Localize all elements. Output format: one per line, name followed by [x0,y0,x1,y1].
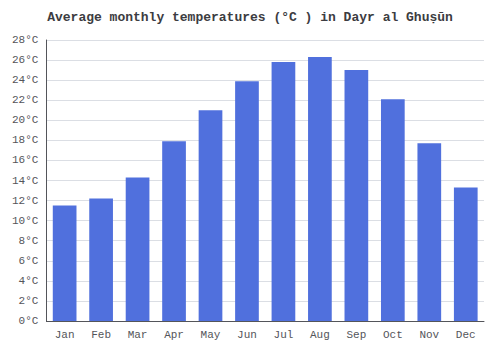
svg-text:14°C: 14°C [12,175,39,187]
svg-text:Jun: Jun [237,329,257,341]
svg-text:6°C: 6°C [19,255,39,267]
svg-text:Dec: Dec [456,329,476,341]
svg-text:Aug: Aug [310,329,330,341]
svg-text:12°C: 12°C [12,195,39,207]
svg-text:26°C: 26°C [12,54,39,66]
svg-text:May: May [201,329,221,341]
svg-text:Oct: Oct [383,329,403,341]
svg-text:18°C: 18°C [12,134,39,146]
svg-text:Jan: Jan [55,329,75,341]
svg-text:Feb: Feb [91,329,111,341]
svg-text:Nov: Nov [419,329,439,341]
svg-text:Sep: Sep [346,329,366,341]
svg-text:8°C: 8°C [19,235,39,247]
svg-text:Jul: Jul [274,329,294,341]
svg-text:Average monthly temperatures (: Average monthly temperatures (°C ) in Da… [47,10,453,25]
svg-text:Apr: Apr [164,329,184,341]
svg-text:20°C: 20°C [12,114,39,126]
svg-text:28°C: 28°C [12,34,39,46]
svg-text:4°C: 4°C [19,275,39,287]
svg-text:Mar: Mar [128,329,148,341]
svg-text:10°C: 10°C [12,215,39,227]
svg-text:2°C: 2°C [19,295,39,307]
svg-text:16°C: 16°C [12,154,39,166]
svg-text:0°C: 0°C [19,315,39,327]
svg-text:22°C: 22°C [12,94,39,106]
svg-text:24°C: 24°C [12,74,39,86]
